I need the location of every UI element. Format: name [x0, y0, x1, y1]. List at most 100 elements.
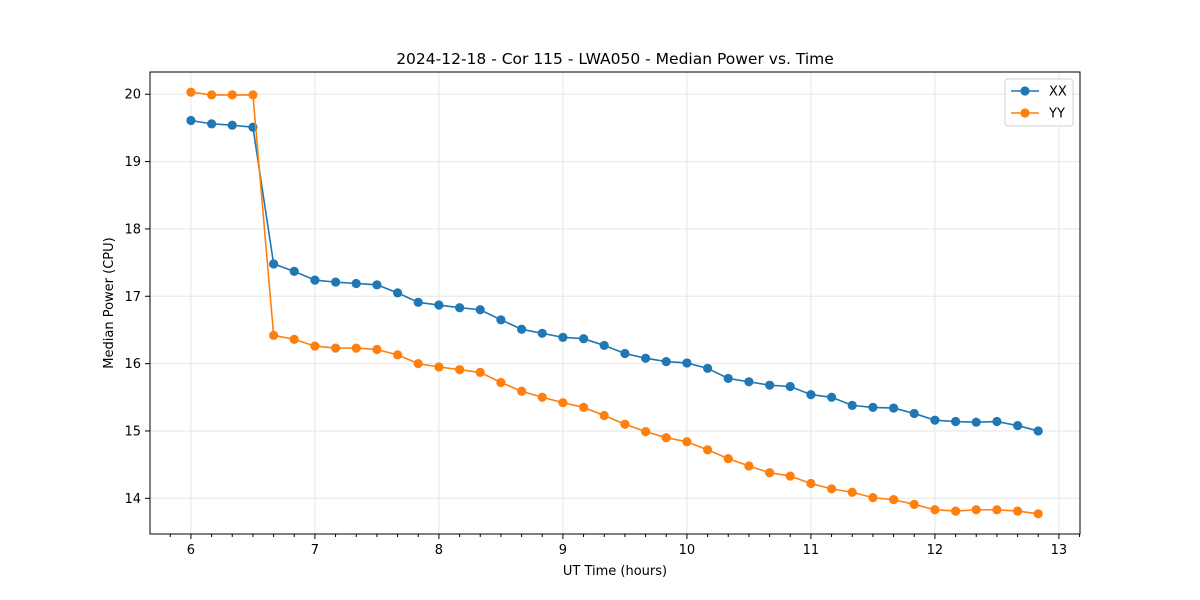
- data-point-xx: [827, 392, 837, 402]
- y-tick-label: 17: [124, 290, 141, 305]
- legend-marker-xx: [1020, 86, 1030, 96]
- data-point-yy: [537, 392, 547, 402]
- legend-marker-yy: [1020, 108, 1030, 118]
- data-point-xx: [889, 403, 899, 413]
- data-point-xx: [455, 303, 465, 313]
- data-point-yy: [331, 343, 341, 353]
- data-point-yy: [475, 367, 485, 377]
- data-point-xx: [723, 373, 733, 384]
- data-point-yy: [1013, 506, 1023, 516]
- data-point-xx: [1013, 420, 1023, 431]
- data-point-xx: [785, 381, 795, 392]
- series-layer: [186, 87, 1043, 519]
- data-point-yy: [951, 506, 961, 516]
- data-point-yy: [351, 343, 361, 353]
- data-point-xx: [372, 280, 382, 290]
- x-tick-label: 13: [1051, 543, 1068, 558]
- data-point-xx: [1033, 426, 1043, 436]
- data-point-xx: [269, 259, 279, 269]
- x-tick-label: 9: [559, 543, 567, 558]
- data-point-xx: [579, 334, 589, 344]
- data-point-xx: [868, 402, 878, 412]
- data-point-yy: [310, 341, 320, 351]
- data-point-yy: [207, 90, 217, 100]
- legend-label-yy: YY: [1048, 107, 1065, 122]
- y-tick-label: 19: [124, 155, 141, 170]
- plot-frame: [149, 71, 1081, 535]
- data-point-yy: [682, 437, 692, 447]
- data-point-yy: [289, 334, 299, 344]
- data-point-xx: [537, 328, 547, 338]
- data-point-yy: [971, 505, 981, 515]
- data-point-yy: [372, 344, 382, 355]
- y-tick-label: 16: [124, 357, 141, 372]
- data-point-yy: [248, 90, 258, 100]
- data-point-xx: [930, 415, 940, 425]
- x-tick-label: 6: [187, 543, 195, 558]
- legend: XX YY: [1004, 78, 1074, 127]
- data-point-xx: [310, 275, 320, 285]
- data-point-xx: [620, 348, 630, 359]
- data-point-xx: [992, 416, 1002, 427]
- x-tick-label: 8: [435, 543, 443, 558]
- data-point-xx: [641, 353, 651, 363]
- data-point-xx: [496, 315, 506, 325]
- y-tick-label: 20: [124, 88, 141, 103]
- data-point-yy: [269, 330, 279, 340]
- data-point-yy: [579, 402, 589, 412]
- data-point-yy: [992, 505, 1002, 515]
- data-point-xx: [186, 115, 196, 126]
- data-point-yy: [517, 386, 527, 396]
- data-point-xx: [434, 300, 444, 310]
- legend-label-xx: XX: [1049, 85, 1067, 100]
- chart-title: 2024-12-18 - Cor 115 - LWA050 - Median P…: [396, 50, 834, 68]
- data-point-xx: [806, 389, 816, 400]
- x-tick-label: 12: [927, 543, 944, 558]
- data-point-yy: [868, 493, 878, 503]
- data-point-xx: [951, 416, 961, 427]
- data-point-xx: [703, 363, 713, 373]
- data-point-yy: [785, 471, 795, 481]
- data-point-xx: [331, 277, 341, 287]
- grid: [150, 72, 1080, 534]
- data-point-xx: [207, 119, 217, 129]
- data-point-yy: [744, 461, 754, 471]
- data-point-yy: [393, 350, 403, 360]
- axes: 6 7 8 9 10 11 12 13 14 15 16 17 18 19 20: [124, 88, 1081, 558]
- data-point-xx: [289, 266, 299, 276]
- data-point-yy: [661, 433, 671, 443]
- data-point-xx: [517, 324, 527, 334]
- data-point-xx: [661, 356, 671, 367]
- data-point-yy: [703, 445, 713, 455]
- data-point-yy: [723, 453, 733, 464]
- data-point-yy: [909, 499, 919, 509]
- data-point-yy: [765, 468, 775, 478]
- data-point-xx: [847, 400, 857, 410]
- data-point-yy: [434, 362, 444, 372]
- data-point-xx: [475, 305, 485, 315]
- x-tick-label: 7: [311, 543, 319, 558]
- data-point-yy: [827, 484, 837, 494]
- y-tick-label: 15: [124, 424, 141, 439]
- y-axis-label: Median Power (CPU): [102, 237, 117, 368]
- data-point-xx: [971, 417, 981, 427]
- data-point-yy: [599, 410, 609, 421]
- data-point-xx: [909, 408, 919, 419]
- data-point-xx: [558, 332, 568, 342]
- data-point-xx: [765, 380, 775, 390]
- x-tick-label: 11: [803, 543, 820, 558]
- data-point-yy: [186, 87, 196, 97]
- y-tick-label: 18: [124, 222, 141, 237]
- data-point-yy: [558, 398, 568, 408]
- data-point-yy: [455, 365, 465, 375]
- data-point-yy: [1033, 509, 1043, 519]
- data-point-yy: [930, 505, 940, 515]
- data-point-yy: [806, 478, 816, 489]
- data-point-yy: [641, 427, 651, 437]
- y-tick-label: 14: [124, 492, 141, 507]
- data-point-xx: [351, 278, 361, 289]
- data-point-yy: [889, 495, 899, 505]
- x-axis-label: UT Time (hours): [563, 564, 667, 579]
